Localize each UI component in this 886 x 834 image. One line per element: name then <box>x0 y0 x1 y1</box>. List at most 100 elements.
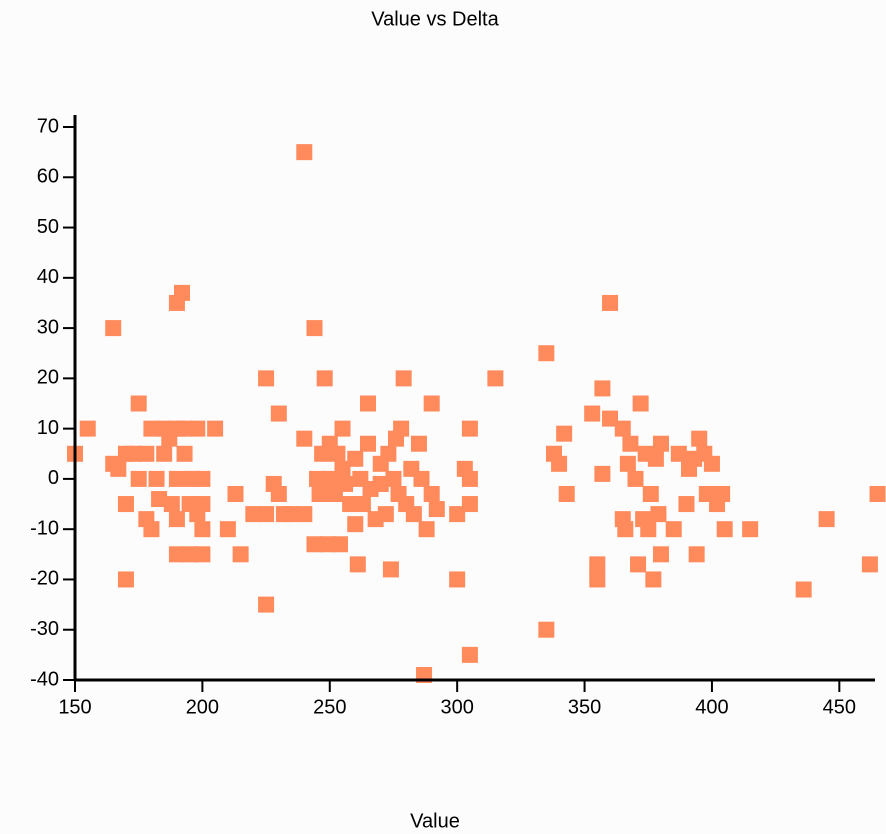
y-tick-label: 70 <box>37 115 59 137</box>
point <box>622 435 639 452</box>
point <box>556 425 573 442</box>
point <box>538 621 555 638</box>
point <box>652 435 669 452</box>
point <box>342 496 359 513</box>
point <box>306 320 323 337</box>
point <box>630 556 647 573</box>
point <box>219 521 236 538</box>
point <box>296 506 313 523</box>
point <box>640 521 657 538</box>
point <box>258 506 275 523</box>
point <box>377 506 394 523</box>
point <box>283 506 300 523</box>
point <box>258 370 275 387</box>
point <box>148 470 165 487</box>
point <box>194 470 211 487</box>
point <box>117 571 134 588</box>
point <box>627 470 644 487</box>
point <box>642 485 659 502</box>
point <box>117 496 134 513</box>
point <box>584 405 601 422</box>
point <box>163 496 180 513</box>
point <box>168 546 185 563</box>
point <box>382 561 399 578</box>
point <box>311 485 328 502</box>
point <box>461 470 478 487</box>
point <box>652 546 669 563</box>
point <box>678 496 695 513</box>
point <box>691 430 708 447</box>
y-tick-label: -30 <box>30 618 59 640</box>
point <box>151 491 168 508</box>
point <box>380 445 397 462</box>
point <box>296 430 313 447</box>
point <box>589 556 606 573</box>
y-tick-label: 50 <box>37 216 59 238</box>
point <box>795 581 812 598</box>
y-tick-label: 10 <box>37 417 59 439</box>
point <box>594 465 611 482</box>
point <box>423 395 440 412</box>
point <box>645 571 662 588</box>
point <box>461 646 478 663</box>
point <box>176 445 193 462</box>
y-tick-label: -40 <box>30 668 59 690</box>
point <box>156 445 173 462</box>
point <box>296 144 313 161</box>
point <box>194 521 211 538</box>
point <box>321 470 338 487</box>
point <box>393 420 410 437</box>
point <box>714 485 731 502</box>
point <box>617 521 634 538</box>
point <box>418 521 435 538</box>
point <box>347 450 364 467</box>
point <box>110 460 127 477</box>
point <box>176 420 193 437</box>
point <box>79 420 96 437</box>
point <box>181 546 198 563</box>
point <box>538 345 555 362</box>
x-axis-label: Value <box>410 810 460 832</box>
point <box>423 485 440 502</box>
point <box>316 370 333 387</box>
point <box>449 506 466 523</box>
point <box>359 435 376 452</box>
x-tick-label: 200 <box>186 696 219 718</box>
y-tick-label: 30 <box>37 316 59 338</box>
point <box>227 485 244 502</box>
y-tick-label: 20 <box>37 367 59 389</box>
point <box>270 485 287 502</box>
point <box>665 521 682 538</box>
point <box>647 450 664 467</box>
point <box>487 370 504 387</box>
point <box>614 420 631 437</box>
point <box>461 420 478 437</box>
point <box>331 536 348 553</box>
x-tick-label: 250 <box>313 696 346 718</box>
point <box>245 506 262 523</box>
point <box>258 596 275 613</box>
point <box>688 546 705 563</box>
point <box>558 485 575 502</box>
point <box>716 521 733 538</box>
point <box>395 370 412 387</box>
y-tick-label: -10 <box>30 517 59 539</box>
point <box>189 420 206 437</box>
point <box>632 395 649 412</box>
point <box>869 485 886 502</box>
point <box>207 420 224 437</box>
point <box>232 546 249 563</box>
point <box>359 395 376 412</box>
point <box>143 521 160 538</box>
point <box>385 470 402 487</box>
point <box>703 455 720 472</box>
y-tick-label: 40 <box>37 266 59 288</box>
point <box>602 294 619 311</box>
point <box>130 395 147 412</box>
point <box>449 571 466 588</box>
y-tick-label: 60 <box>37 166 59 188</box>
point <box>125 445 142 462</box>
point <box>309 470 326 487</box>
point <box>551 455 568 472</box>
